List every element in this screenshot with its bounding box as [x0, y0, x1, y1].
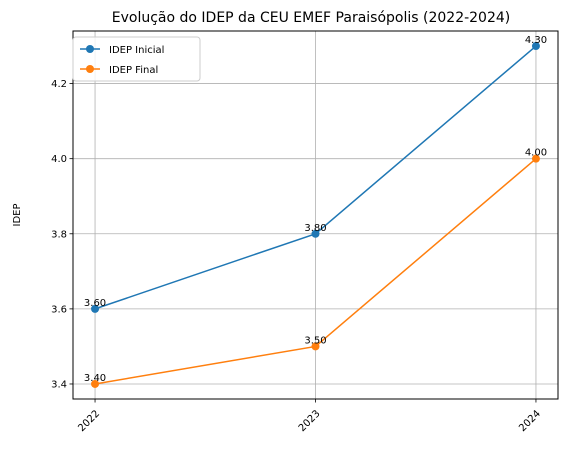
chart-title: Evolução do IDEP da CEU EMEF Paraisópoli… — [112, 10, 511, 26]
y-tick-label: 3.4 — [51, 379, 67, 390]
data-point — [91, 379, 100, 388]
y-axis: 3.4 3.6 3.8 4.0 4.2 — [51, 79, 73, 390]
y-tick-label: 4.0 — [51, 154, 67, 165]
x-axis: 2022 2023 2024 — [76, 399, 543, 434]
data-label: 3.80 — [304, 223, 326, 234]
data-label: 3.50 — [304, 335, 326, 346]
y-tick-label: 3.6 — [51, 304, 67, 315]
legend: IDEP Inicial IDEP Final — [72, 36, 201, 82]
legend-label: IDEP Final — [109, 65, 158, 76]
data-point — [311, 342, 320, 351]
data-point — [311, 229, 320, 238]
legend-label: IDEP Inicial — [109, 45, 164, 56]
x-tick-label: 2024 — [517, 408, 543, 434]
legend-box — [72, 36, 201, 82]
y-tick-label: 4.2 — [51, 79, 67, 90]
x-tick-label: 2022 — [76, 408, 102, 434]
data-point — [531, 154, 540, 163]
y-axis-label: IDEP — [12, 204, 23, 227]
data-label: 3.60 — [84, 298, 106, 309]
x-tick-label: 2023 — [297, 408, 323, 434]
data-label: 4.30 — [525, 35, 547, 46]
data-label: 3.40 — [84, 373, 106, 384]
data-label: 4.00 — [525, 148, 547, 159]
data-point — [91, 304, 100, 313]
y-tick-label: 3.8 — [51, 229, 67, 240]
series-layer: 3.60 3.80 4.30 3.40 3.50 4.00 — [84, 35, 547, 388]
legend-marker — [86, 65, 94, 73]
data-point — [531, 42, 540, 51]
legend-marker — [86, 45, 94, 53]
